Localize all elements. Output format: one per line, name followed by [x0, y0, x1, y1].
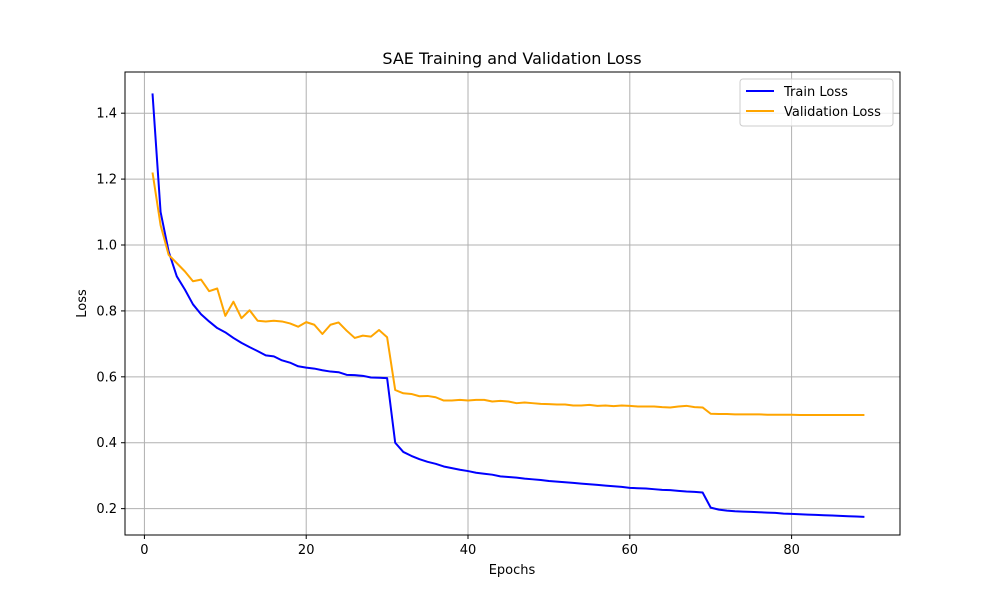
grid-lines [125, 72, 900, 535]
legend-label-validation-loss: Validation Loss [784, 105, 881, 120]
x-tick-label: 60 [622, 543, 639, 558]
x-axis-label: Epochs [489, 563, 536, 578]
x-tick-label: 40 [460, 543, 477, 558]
chart-title: SAE Training and Validation Loss [382, 49, 641, 68]
legend-box [739, 78, 894, 127]
x-tick-label: 80 [783, 543, 800, 558]
y-tick-label: 0.6 [96, 370, 117, 385]
series-layer [151, 93, 865, 518]
y-tick-label: 1.2 [96, 173, 117, 188]
y-tick-label: 1.4 [96, 107, 117, 122]
y-tick-label: 0.2 [96, 502, 117, 517]
x-tick-label: 20 [298, 543, 315, 558]
series-line-train-loss [151, 93, 865, 518]
x-tick-label: 0 [140, 543, 148, 558]
series-line-validation-loss [151, 172, 865, 417]
axis-ticks: 0 20 40 60 80 0.2 0.4 0.6 0.8 1.0 1.2 1.4 [96, 107, 800, 558]
legend: Train Loss Validation Loss [739, 78, 894, 127]
y-tick-label: 0.4 [96, 436, 117, 451]
y-axis-label: Loss [75, 289, 90, 318]
legend-label-train-loss: Train Loss [783, 85, 848, 100]
y-tick-label: 0.8 [96, 304, 117, 319]
plot-frame [124, 71, 901, 536]
y-tick-label: 1.0 [96, 239, 117, 254]
